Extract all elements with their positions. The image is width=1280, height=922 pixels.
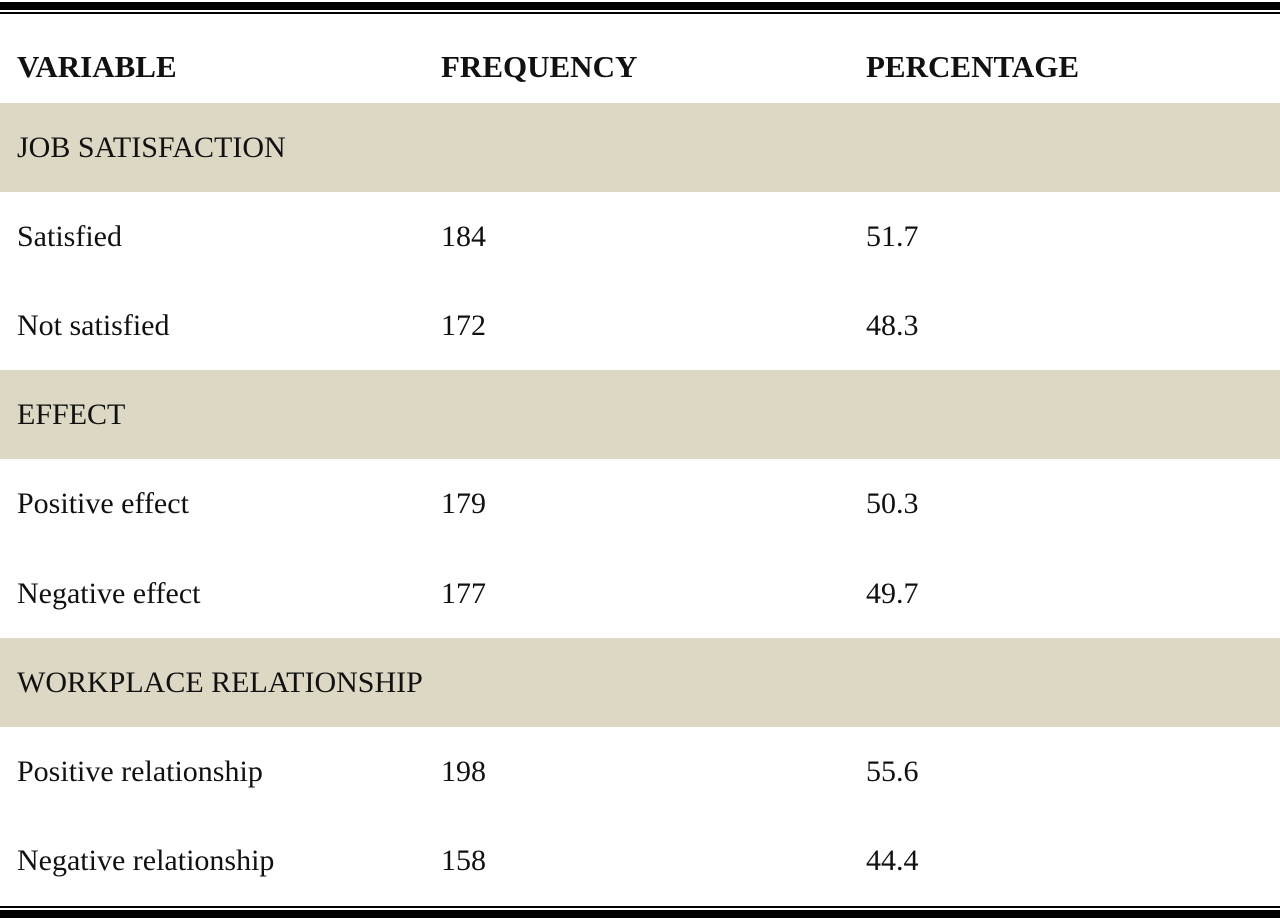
column-header: VARIABLE — [17, 49, 177, 84]
table-cell: Positive relationship — [17, 754, 263, 788]
section-row: EFFECT — [0, 370, 1280, 460]
section-row: JOB SATISFACTION — [0, 103, 1280, 192]
data-row: Negative relationship 158 44.4 — [0, 816, 1280, 905]
section-label: JOB SATISFACTION — [17, 131, 286, 164]
table-cell: 44.4 — [866, 843, 919, 877]
table-cell: 179 — [441, 487, 486, 521]
table-cell: 158 — [441, 843, 486, 877]
table-cell: 177 — [441, 576, 486, 610]
data-row: Positive relationship 198 55.6 — [0, 727, 1280, 816]
table-cell: 49.7 — [866, 576, 919, 610]
column-header: FREQUENCY — [441, 49, 638, 84]
table-cell: Negative effect — [17, 576, 201, 610]
table-cell: 50.3 — [866, 487, 919, 521]
data-row: Negative effect 177 49.7 — [0, 549, 1280, 638]
section-row: WORKPLACE RELATIONSHIP — [0, 637, 1280, 727]
bottom-rule-thick — [0, 910, 1280, 918]
data-row: Positive effect 179 50.3 — [0, 459, 1280, 548]
column-header: PERCENTAGE — [866, 49, 1080, 84]
table-cell: 184 — [441, 220, 486, 254]
table-cell: 55.6 — [866, 754, 919, 788]
table-cell: Positive effect — [17, 487, 189, 521]
bottom-rule-thin — [0, 906, 1280, 908]
table-cell: Negative relationship — [17, 843, 275, 877]
table-cell: 198 — [441, 754, 486, 788]
data-row: Not satisfied 172 48.3 — [0, 281, 1280, 370]
data-row: Satisfied 184 51.7 — [0, 192, 1280, 281]
table-cell: Satisfied — [17, 220, 122, 254]
table-cell: 51.7 — [866, 220, 919, 254]
section-label: WORKPLACE RELATIONSHIP — [17, 665, 423, 699]
top-rule-thick — [0, 2, 1280, 10]
table-cell: Not satisfied — [17, 309, 170, 343]
table-cell: 48.3 — [866, 309, 919, 343]
header-row: VARIABLE FREQUENCY PERCENTAGE — [0, 22, 1280, 111]
table-cell: 172 — [441, 309, 486, 343]
section-label: EFFECT — [17, 398, 126, 432]
top-rule-thin — [0, 12, 1280, 14]
